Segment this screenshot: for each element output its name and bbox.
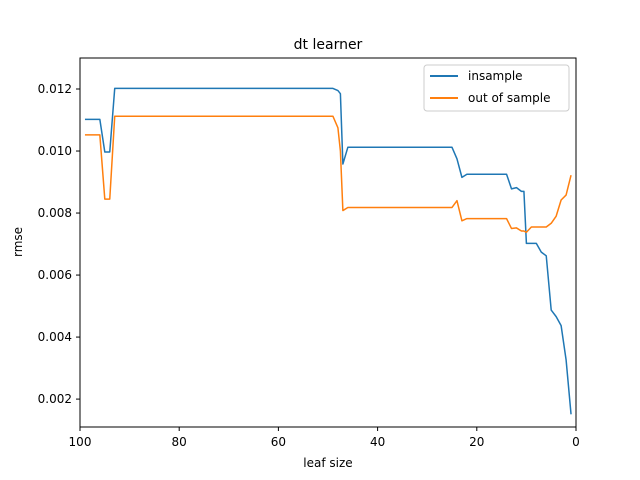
- x-tick-label: 40: [370, 435, 385, 449]
- x-tick-label: 80: [172, 435, 187, 449]
- y-tick-label: 0.010: [38, 144, 72, 158]
- y-tick-label: 0.008: [38, 206, 72, 220]
- series-line-insample: [84, 87, 572, 415]
- legend-label-insample: insample: [468, 69, 523, 83]
- y-tick-label: 0.002: [38, 392, 72, 406]
- series-layer: [84, 87, 572, 415]
- x-tick-label: 60: [271, 435, 286, 449]
- plot-frame: [79, 57, 577, 428]
- y-axis-label: rmse: [11, 227, 25, 257]
- x-axis: 100 80 60 40 20 0: [69, 427, 580, 449]
- legend: insample out of sample: [423, 64, 570, 112]
- y-tick-label: 0.004: [38, 330, 72, 344]
- y-axis: 0.002 0.004 0.006 0.008 0.010 0.012: [38, 82, 80, 406]
- plot-area: [80, 58, 576, 427]
- chart-title: dt learner: [294, 37, 363, 53]
- legend-box: [423, 64, 570, 112]
- y-tick-label: 0.006: [38, 268, 72, 282]
- y-tick-label: 0.012: [38, 82, 72, 96]
- x-tick-label: 100: [69, 435, 92, 449]
- legend-label-out-of-sample: out of sample: [468, 91, 550, 105]
- x-tick-label: 0: [572, 435, 580, 449]
- series-line-out-of-sample: [84, 115, 572, 234]
- x-tick-label: 20: [469, 435, 484, 449]
- x-axis-label: leaf size: [303, 456, 352, 470]
